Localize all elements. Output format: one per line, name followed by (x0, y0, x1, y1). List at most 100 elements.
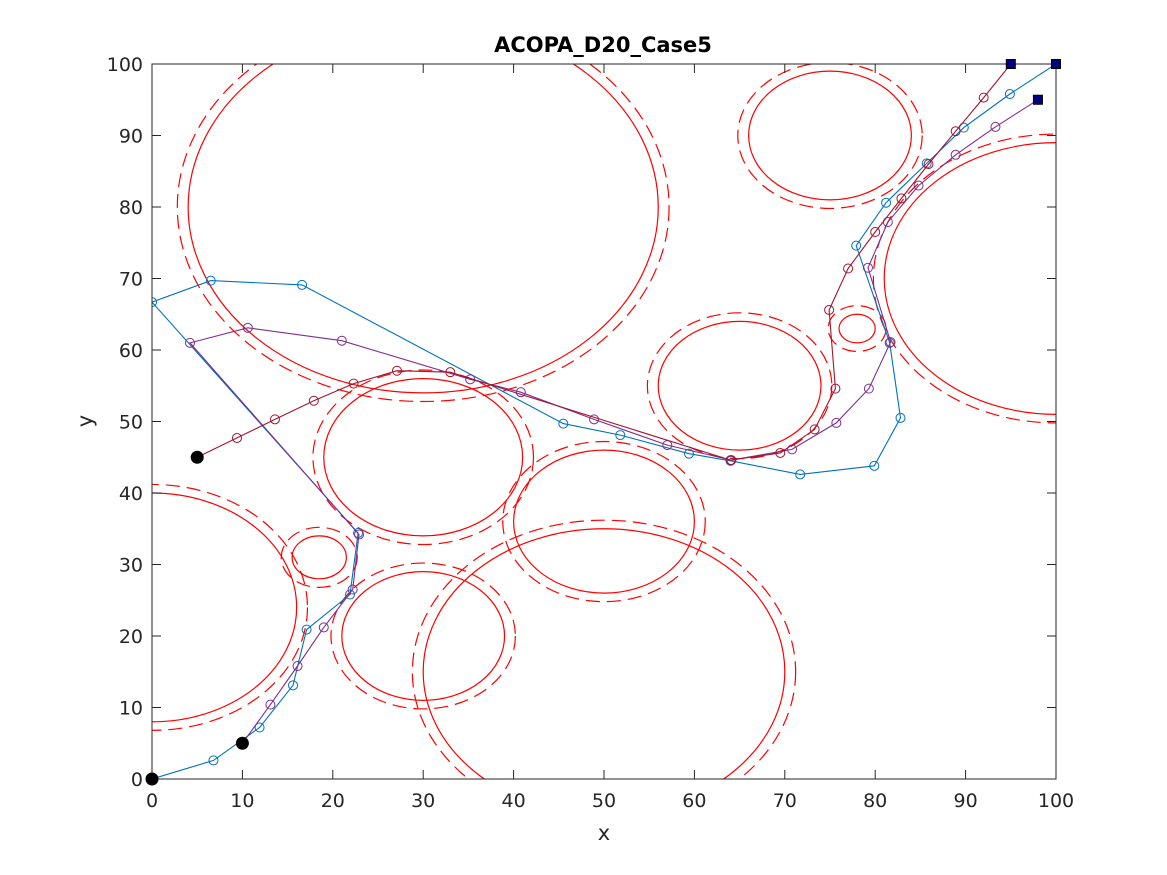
waypoint-marker (895, 412, 906, 423)
waypoint-marker (254, 722, 265, 733)
waypoint-marker (885, 337, 896, 348)
x-tick-label: 100 (1038, 790, 1074, 812)
x-tick-label: 50 (592, 790, 616, 812)
y-axis: 0 10 20 30 40 50 60 70 80 90 100 (107, 54, 1056, 791)
x-tick-label: 10 (230, 790, 254, 812)
waypoint-marker (347, 584, 358, 595)
waypoint-marker (862, 262, 873, 273)
obstacle-circle (422, 528, 786, 779)
obstacle-safety-boundary (411, 519, 797, 779)
endpoint-markers (145, 59, 1061, 786)
waypoint-marker (725, 455, 736, 466)
waypoint-marker (242, 322, 253, 333)
series-line-1 (152, 64, 1056, 779)
x-axis-label: x (598, 821, 610, 845)
waypoint-marker (152, 297, 157, 308)
waypoint-marker (896, 193, 907, 204)
obstacle-circle (291, 535, 347, 580)
waypoint-marker (308, 395, 319, 406)
waypoint-marker (978, 92, 989, 103)
waypoint-marker (775, 447, 786, 458)
y-tick-label: 100 (107, 54, 143, 76)
waypoint-marker (515, 387, 526, 398)
waypoint-marker (824, 304, 835, 315)
waypoint-marker (913, 180, 924, 191)
y-tick-label: 80 (119, 197, 143, 219)
series-line-2 (188, 99, 1039, 744)
x-tick-label: 20 (321, 790, 345, 812)
obstacle-circle (512, 449, 695, 594)
series-line-3 (196, 64, 1012, 461)
obstacle-circle (838, 313, 876, 344)
waypoint-marker (831, 417, 842, 428)
waypoint-marker (445, 367, 456, 378)
obstacle-safety-boundary (827, 305, 887, 353)
waypoint-marker (589, 414, 600, 425)
y-tick-label: 70 (119, 269, 143, 291)
obstacle-circle (657, 320, 822, 451)
x-axis: 0 10 20 30 40 50 60 70 80 90 100 (146, 64, 1074, 812)
goal-point-marker (1005, 59, 1016, 69)
start-point-marker (190, 450, 204, 464)
start-point-marker (145, 772, 159, 786)
waypoint-marker (950, 149, 961, 160)
waypoint-marker (923, 159, 934, 170)
x-tick-label: 90 (954, 790, 978, 812)
waypoint-marker (205, 275, 216, 286)
y-tick-label: 50 (119, 412, 143, 434)
y-tick-label: 40 (119, 483, 143, 505)
x-tick-label: 80 (863, 790, 887, 812)
x-tick-label: 30 (411, 790, 435, 812)
waypoint-marker (830, 383, 841, 394)
waypoint-marker (301, 624, 312, 635)
obstacle-circle (341, 571, 506, 701)
waypoint-marker (950, 126, 961, 137)
obstacle-safety-boundary (176, 64, 670, 403)
waypoint-marker (558, 418, 569, 429)
waypoint-marker (208, 755, 219, 766)
waypoint-marker (809, 424, 820, 435)
waypoint-marker (391, 365, 402, 376)
waypoint-marker (292, 661, 303, 672)
x-tick-label: 0 (146, 790, 158, 812)
waypoint-marker (297, 279, 308, 290)
waypoint-marker (851, 240, 862, 251)
y-tick-label: 10 (119, 698, 143, 720)
obstacle-safety-boundary (152, 483, 309, 731)
waypoint-marker (1004, 89, 1015, 100)
waypoint-marker (265, 699, 276, 710)
waypoint-marker (344, 589, 355, 600)
goal-point-marker (1051, 59, 1061, 69)
chart-title: ACOPA_D20_Case5 (494, 33, 712, 57)
obstacle-safety-boundary (312, 369, 535, 546)
waypoint-marker (869, 460, 880, 471)
x-tick-label: 70 (773, 790, 797, 812)
goal-point-marker (1032, 94, 1043, 105)
obstacle-circle (187, 64, 659, 394)
y-tick-label: 0 (131, 769, 143, 791)
waypoint-marker (184, 337, 195, 348)
waypoint-marker (683, 448, 694, 459)
plot-area (152, 64, 1056, 779)
waypoint-marker (795, 469, 806, 480)
obstacle-circle (152, 492, 298, 723)
y-tick-label: 60 (119, 340, 143, 362)
y-tick-label: 20 (119, 626, 143, 648)
waypoint-marker (354, 529, 365, 540)
obstacle-safety-boundary (502, 440, 706, 603)
waypoint-marker (336, 335, 347, 346)
waypoint-marker (288, 680, 299, 691)
waypoint-marker (990, 121, 1001, 132)
y-axis-label: y (73, 415, 97, 427)
axes-box (151, 63, 1057, 780)
waypoint-marker (881, 197, 892, 208)
waypoint-marker (870, 227, 881, 238)
waypoint-marker (318, 622, 329, 633)
waypoint-marker (863, 383, 874, 394)
x-tick-label: 40 (502, 790, 526, 812)
obstacle-circle (323, 378, 524, 537)
waypoint-marker (348, 378, 359, 389)
obstacle-safety-boundary (330, 562, 517, 710)
waypoint-marker (269, 414, 280, 425)
obstacle-circle (748, 70, 912, 201)
